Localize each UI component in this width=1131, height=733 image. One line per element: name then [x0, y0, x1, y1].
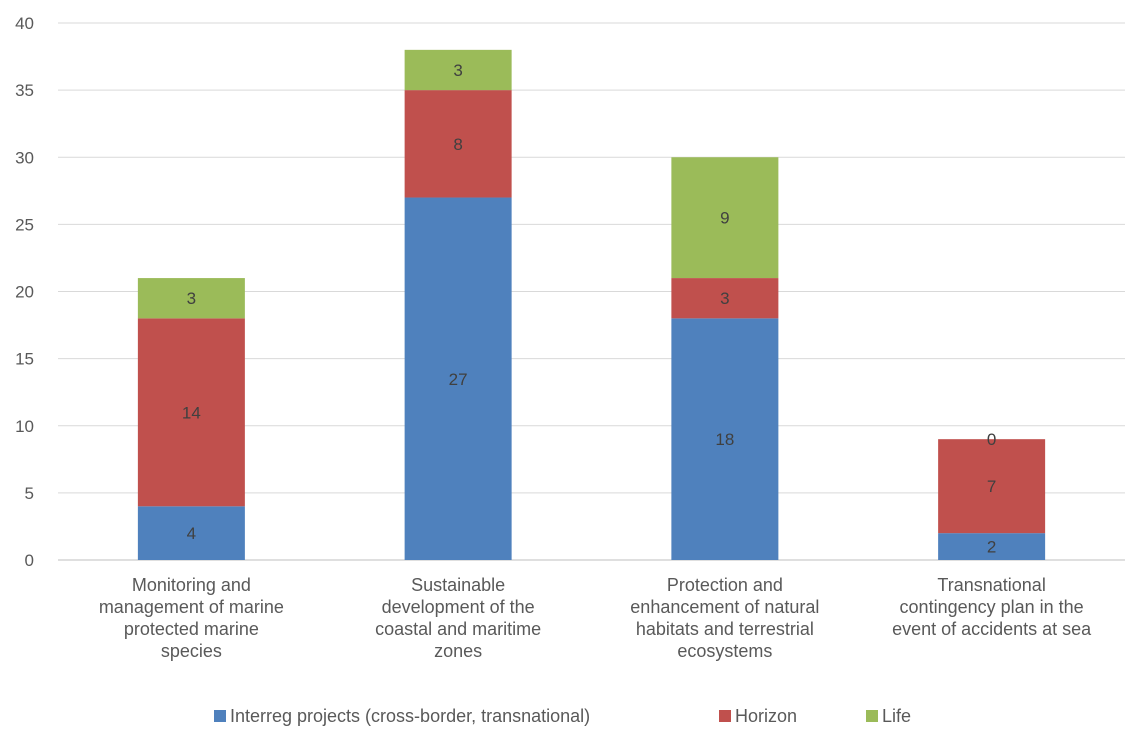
bar-segment — [938, 533, 1046, 560]
bar-segment — [404, 90, 512, 198]
legend-swatch — [866, 710, 878, 722]
category-label-line: zones — [434, 641, 482, 661]
data-label: 14 — [182, 403, 201, 422]
y-tick-label: 40 — [15, 14, 34, 33]
category-label-line: species — [161, 641, 222, 661]
data-label: 2 — [987, 538, 996, 557]
category-label-line: management of marine — [99, 597, 284, 617]
legend-label: Horizon — [735, 706, 797, 726]
legend-label: Interreg projects (cross-border, transna… — [230, 706, 590, 726]
y-tick-label: 10 — [15, 417, 34, 436]
legend-label: Life — [882, 706, 911, 726]
bar-segment — [404, 49, 512, 91]
data-label: 0 — [987, 430, 996, 449]
legend: Interreg projects (cross-border, transna… — [214, 706, 911, 726]
y-tick-label: 5 — [25, 484, 34, 503]
category-labels: Monitoring and management of marine protec… — [99, 575, 1092, 661]
bar-segment — [137, 318, 245, 507]
category-label-line: Transnational — [937, 575, 1045, 595]
data-label: 3 — [453, 61, 462, 80]
category-label: Sustainable development of the coastal and… — [375, 575, 541, 661]
category-label: Protection and enhancement of natural habi… — [630, 575, 819, 661]
legend-swatch — [214, 710, 226, 722]
bar-segment — [671, 278, 779, 319]
y-tick-label: 20 — [15, 283, 34, 302]
category-label-line: development of the — [382, 597, 535, 617]
data-label: 7 — [987, 477, 996, 496]
category-label: Transnational contingency plan in the even… — [892, 575, 1092, 639]
data-label: 8 — [453, 135, 462, 154]
legend-swatch — [719, 710, 731, 722]
category-label-line: ecosystems — [677, 641, 772, 661]
category-label-line: Monitoring and — [132, 575, 251, 595]
bar-segment — [938, 439, 1046, 534]
category-label: Monitoring and management of marine protec… — [99, 575, 284, 661]
y-tick-label: 25 — [15, 215, 34, 234]
data-label: 18 — [715, 430, 734, 449]
data-label: 3 — [187, 289, 196, 308]
y-axis-ticks: 0 5 10 15 20 25 30 35 40 — [15, 14, 34, 570]
bar-segment — [404, 197, 512, 560]
category-label-line: Protection and — [667, 575, 783, 595]
category-label-line: protected marine — [124, 619, 259, 639]
bar-segment — [137, 278, 245, 319]
category-label-line: contingency plan in the — [900, 597, 1084, 617]
data-label: 27 — [449, 370, 468, 389]
y-tick-label: 30 — [15, 148, 34, 167]
category-label-line: habitats and terrestrial — [636, 619, 814, 639]
bar-segment — [671, 157, 779, 279]
bar-segment — [671, 318, 779, 560]
category-label-line: enhancement of natural — [630, 597, 819, 617]
bars — [137, 49, 1046, 560]
category-label-line: coastal and maritime — [375, 619, 541, 639]
y-tick-label: 35 — [15, 81, 34, 100]
bar-segment — [137, 506, 245, 560]
data-label: 3 — [720, 289, 729, 308]
y-tick-label: 0 — [25, 551, 34, 570]
data-label: 9 — [720, 209, 729, 228]
y-tick-label: 15 — [15, 350, 34, 369]
category-label-line: event of accidents at sea — [892, 619, 1092, 639]
data-label: 4 — [187, 524, 196, 543]
category-label-line: Sustainable — [411, 575, 505, 595]
